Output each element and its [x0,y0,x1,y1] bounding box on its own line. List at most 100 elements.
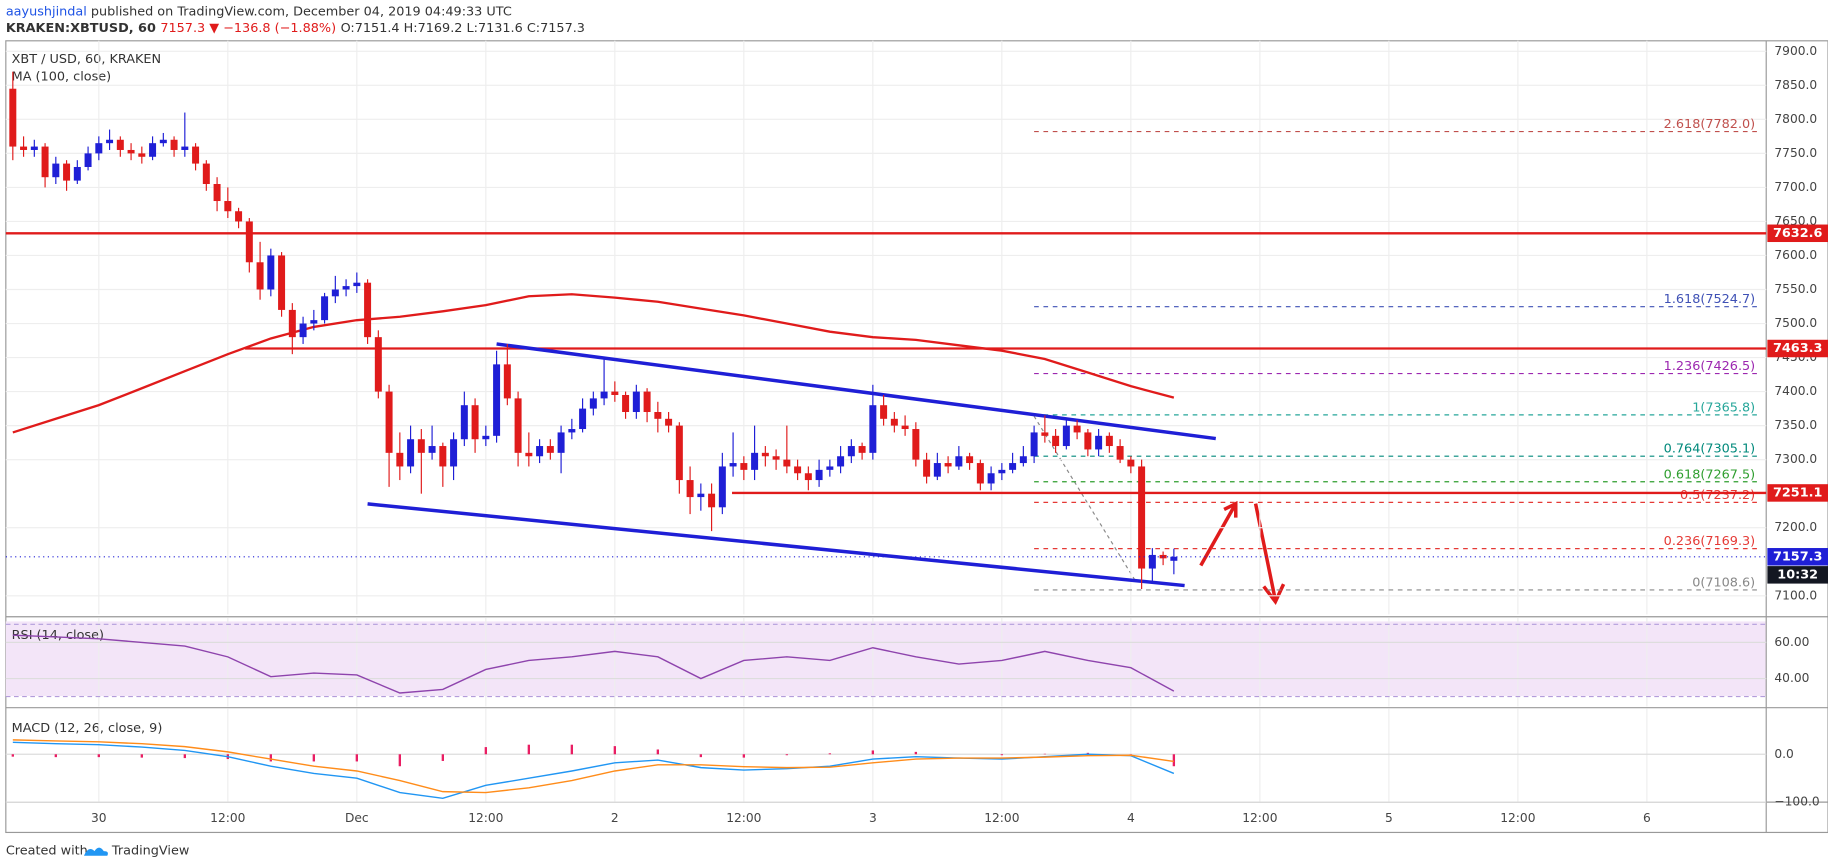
candle-body [428,446,436,453]
x-tick-label: 12:00 [210,811,245,825]
macd-hist [1000,754,1004,756]
y-tick-label: 7600.0 [1774,248,1817,262]
candle-body [321,296,329,321]
x-tick-label: 12:00 [984,811,1019,825]
candle-body [116,139,124,150]
macd-hist [699,754,703,758]
candle-body [407,439,415,467]
macd-hist [97,754,100,758]
macd-hist [914,751,918,755]
candle-body [826,466,834,470]
symbol-line: KRAKEN:XBTUSD, 60 7157.3 ▼ −136.8 (−1.88… [6,20,585,35]
macd-hist [656,749,660,755]
candle-body [837,456,845,467]
candle-body [847,446,855,457]
candle-body [310,320,318,324]
candle-body [880,405,888,419]
level-label: 7463.3 [1773,341,1822,356]
candle-body [342,286,350,290]
trendline [367,502,1185,588]
trendline [496,342,1217,441]
candle-body [20,146,28,150]
fib-label: 2.618(7782.0) [1664,117,1756,132]
countdown-label: 10:32 [1777,567,1818,582]
candle-body [589,398,597,409]
candle-body [224,201,232,212]
published: published on TradingView.com, December 0… [91,4,512,19]
footer-brand: TradingView [111,844,189,859]
candle-body [944,463,952,467]
arrow-down [1253,503,1278,601]
y-tick-label: −100.0 [1774,795,1819,809]
candle-body [9,88,17,147]
candle-body [1030,432,1038,457]
candle-body [245,221,253,263]
candle-body [1009,463,1017,470]
candle-body [998,469,1006,474]
candle-body [536,446,544,457]
x-tick-label: 12:00 [1242,811,1277,825]
x-tick-label: 30 [91,811,107,825]
candle-body [579,408,587,430]
last-price-label: 7157.3 [1773,549,1822,564]
macd-hist [441,754,444,761]
macd-hist [785,754,789,756]
candle-body [546,446,554,453]
y-tick-label: 7550.0 [1774,282,1817,296]
candle-body [385,391,393,453]
y-tick-label: 0.0 [1774,747,1793,761]
candle-body [675,425,683,481]
candle-body [1138,466,1146,569]
y-tick-label: 7400.0 [1774,384,1817,398]
author: aayushjindal [6,4,87,19]
candle-body [374,337,382,392]
forecast-arrows [1199,500,1286,605]
candle-body [686,480,694,498]
candle-body [772,456,780,460]
arrow-head [1223,500,1238,518]
x-tick-label: 2 [611,811,619,825]
candle-body [1062,425,1070,447]
candle-body [815,469,823,481]
candle-body [1041,432,1049,436]
fib-label: 1(7365.8) [1692,400,1755,415]
candle-body [256,262,264,290]
candle-body [708,493,716,508]
candle-body [783,459,791,467]
candle-body [213,184,221,202]
candle-body [170,139,178,150]
candle-body [299,323,307,338]
arrow-up [1199,502,1238,567]
candle-body [460,405,468,440]
x-tick-label: 4 [1127,811,1135,825]
candle-body [288,309,296,338]
macd-hist [742,754,746,758]
y-tick-label: 7850.0 [1774,78,1817,92]
candle-body [181,146,189,150]
candle-body [450,439,458,467]
candle-body [1084,432,1092,450]
change: 7157.3 ▼ −136.8 (−1.88%) [160,20,336,35]
candle-body [417,439,425,453]
candle-body [30,146,38,150]
candle-body [611,391,619,395]
candle-body [869,405,877,453]
x-tick-label: 3 [869,811,877,825]
candle-body [503,364,511,399]
candle-body [439,446,447,467]
y-tick-label: 7100.0 [1774,588,1817,602]
candle-body [890,418,898,426]
x-tick-label: 6 [1643,811,1651,825]
fib-label: 1.236(7426.5) [1664,359,1756,374]
y-tick-label: 7750.0 [1774,146,1817,160]
candle-body [1148,554,1156,569]
candle-body [192,146,200,164]
fib-label: 0.618(7267.5) [1664,467,1756,482]
y-tick-label: 7650.0 [1774,214,1817,228]
candle-body [331,289,339,297]
y-tick-label: 7300.0 [1774,452,1817,466]
macd-hist [355,754,358,762]
x-tick-label: Dec [345,811,369,825]
candle-body [493,364,501,436]
logo [83,847,108,856]
